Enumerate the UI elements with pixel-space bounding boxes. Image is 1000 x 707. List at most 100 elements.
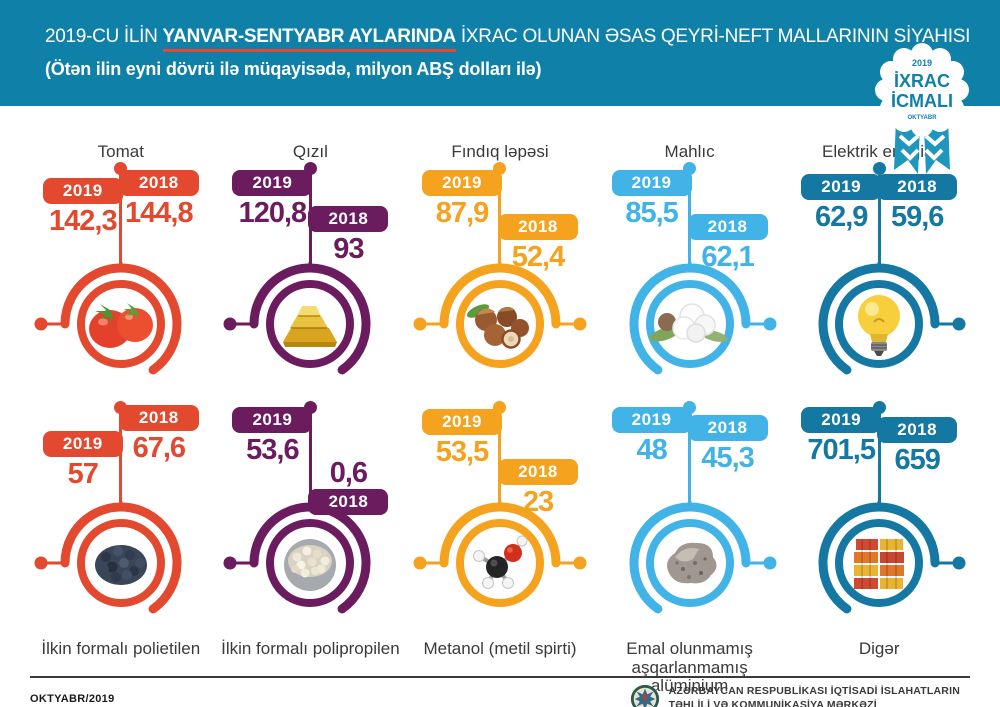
organization-name-line1: AZƏRBAYCAN RESPUBLİKASI İQTİSADİ İSLAHAT… [668, 685, 960, 698]
stem-line [688, 410, 692, 503]
product-name: Metanol (metil spirti) [423, 639, 577, 658]
year-2019-badge: 2019 [42, 178, 123, 204]
product-ring [26, 262, 216, 397]
connector-dot-left [223, 317, 237, 331]
tomato-image [88, 303, 153, 348]
product-name-top: Mahlıc [595, 120, 785, 162]
product-name-bottom: Digər [784, 636, 974, 676]
product-comparison: 2019 2018 62,9 59,6 [784, 162, 974, 397]
badge-rosette: 2019 İXRAC İCMALI OKTYABR [875, 43, 969, 137]
connector-dot-right [573, 556, 587, 570]
stem-line [119, 410, 123, 503]
stem-line [498, 410, 502, 503]
value-2019: 85,5 [625, 197, 678, 229]
product-cell-cotton: Mahlıc 2019 2018 85,5 62,1 [595, 120, 785, 397]
header-band: 2019-CU İLİN YANVAR-SENTYABR AYLARINDA İ… [0, 0, 1000, 106]
product-ring [784, 501, 974, 636]
badge-line2: İCMALI [891, 91, 953, 111]
connector-dot-right [573, 317, 587, 331]
year-2019-badge: 2019 [611, 170, 692, 196]
stem-line [877, 410, 881, 503]
value-2018: 144,8 [125, 197, 194, 229]
year-2018-badge: 2018 [308, 206, 389, 232]
footer: OKTYABR/2019 AZƏRBAYCAN RESPUBLİKASI İQT… [30, 676, 970, 707]
product-ring [595, 262, 785, 397]
product-ring [595, 501, 785, 636]
product-ring [405, 501, 595, 636]
organization-name-line2: TƏHLİLİ VƏ KOMMUNİKASİYA MƏRKƏZİ [668, 699, 877, 707]
product-comparison: 2019 2018 701,5 659 [784, 401, 974, 636]
product-name-bottom: Emal olunmamış aşqarlanmamış alüminium [595, 636, 785, 695]
product-cell-polypropylene-granules: 2019 2018 53,6 0,6 İlkin formalı polipro… [216, 401, 406, 676]
product-ring [784, 262, 974, 397]
title-prefix: 2019-CU İLİN [45, 26, 163, 47]
product-cell-hazelnuts: Fındıq ləpəsi 2019 2018 87,9 52,4 [405, 120, 595, 397]
issue-date: OKTYABR/2019 [30, 693, 115, 705]
value-2019: 142,3 [49, 205, 118, 237]
stem-dot [872, 162, 886, 175]
badge-year: 2019 [912, 58, 932, 68]
page-subtitle: (Ötən ilin eyni dövrü ilə müqayisədə, mi… [45, 59, 542, 79]
product-name: Digər [858, 639, 900, 658]
product-comparison: 2019 2018 120,8 93 [216, 162, 406, 397]
containers-image [854, 539, 905, 589]
product-comparison: 2019 2018 53,5 23 [405, 401, 595, 636]
product-comparison: 2019 2018 142,3 144,8 [26, 162, 216, 397]
product-comparison: 2019 2018 85,5 62,1 [595, 162, 785, 397]
products-row-1: Tomat 2019 2018 142,3 144,8 Qızıl 2019 2… [26, 120, 974, 397]
year-2018-badge: 2018 [497, 459, 578, 485]
year-2018-badge: 2018 [118, 405, 199, 431]
product-name: İlkin formalı polipropilen [221, 639, 400, 658]
light-bulb-image [858, 295, 901, 356]
product-name-top: Qızıl [216, 120, 406, 162]
product-comparison: 2019 2018 53,6 0,6 [216, 401, 406, 636]
badge-line1: İXRAC [894, 71, 950, 91]
product-comparison: 2019 2018 57 67,6 [26, 401, 216, 636]
product-name: Mahlıc [664, 142, 715, 162]
year-2019-badge: 2019 [611, 407, 692, 433]
product-comparison: 2019 2018 48 45,3 [595, 401, 785, 636]
organization-name: AZƏRBAYCAN RESPUBLİKASI İQTİSADİ İSLAHAT… [669, 685, 960, 707]
export-review-badge: 2019 İXRAC İCMALI OKTYABR [875, 43, 969, 174]
year-2019-badge: 2019 [801, 407, 882, 433]
product-cell-tomato: Tomat 2019 2018 142,3 144,8 [26, 120, 216, 397]
value-2018: 59,6 [890, 201, 944, 233]
product-name: Qızıl [292, 142, 328, 162]
value-2019: 48 [636, 434, 667, 466]
product-cell-containers: 2019 2018 701,5 659 Digər [784, 401, 974, 676]
value-2019: 120,8 [238, 197, 308, 229]
page-title: 2019-CU İLİN YANVAR-SENTYABR AYLARINDA İ… [45, 26, 970, 52]
product-cell-polyethylene-granules: 2019 2018 57 67,6 İlkin formalı polietil… [26, 401, 216, 676]
coat-of-arms-logo [630, 684, 659, 707]
connector-dot-left [413, 317, 427, 331]
value-2019: 53,6 [246, 434, 299, 466]
products-board: Tomat 2019 2018 142,3 144,8 Qızıl 2019 2… [26, 120, 974, 695]
product-cell-gold-bars: Qızıl 2019 2018 120,8 93 [216, 120, 406, 397]
gold-bars-image [283, 306, 338, 347]
organization: AZƏRBAYCAN RESPUBLİKASI İQTİSADİ İSLAHAT… [629, 683, 960, 707]
product-ring [216, 262, 406, 397]
year-2018-badge: 2018 [687, 214, 768, 240]
value-2018: 659 [894, 444, 940, 476]
aluminium-ore-image [666, 542, 717, 584]
value-2018: 0,6 [329, 457, 368, 489]
product-ring [405, 262, 595, 397]
connector-dot-left [34, 556, 48, 570]
year-2019-badge: 2019 [801, 174, 882, 200]
product-name-top: Fındıq ləpəsi [405, 120, 595, 162]
product-ring [26, 501, 216, 636]
cotton-image [649, 303, 728, 343]
connector-dot-right [763, 317, 777, 331]
connector-dot-left [223, 556, 237, 570]
product-cell-aluminium-ore: 2019 2018 48 45,3 Emal olunmamış aşqarla… [595, 401, 785, 695]
year-2019-badge: 2019 [232, 407, 313, 433]
year-2019-badge: 2019 [422, 170, 502, 196]
product-ring [216, 501, 406, 636]
polypropylene-granules-image [284, 539, 337, 591]
product-name: İlkin formalı polietilen [41, 639, 201, 658]
title-suffix: İXRAC OLUNAN ƏSAS QEYRİ-NEFT MALLARININ … [455, 26, 971, 47]
title-highlight: YANVAR-SENTYABR AYLARINDA [162, 26, 456, 52]
value-2018: 93 [333, 233, 364, 265]
polyethylene-granules-image [94, 545, 147, 585]
